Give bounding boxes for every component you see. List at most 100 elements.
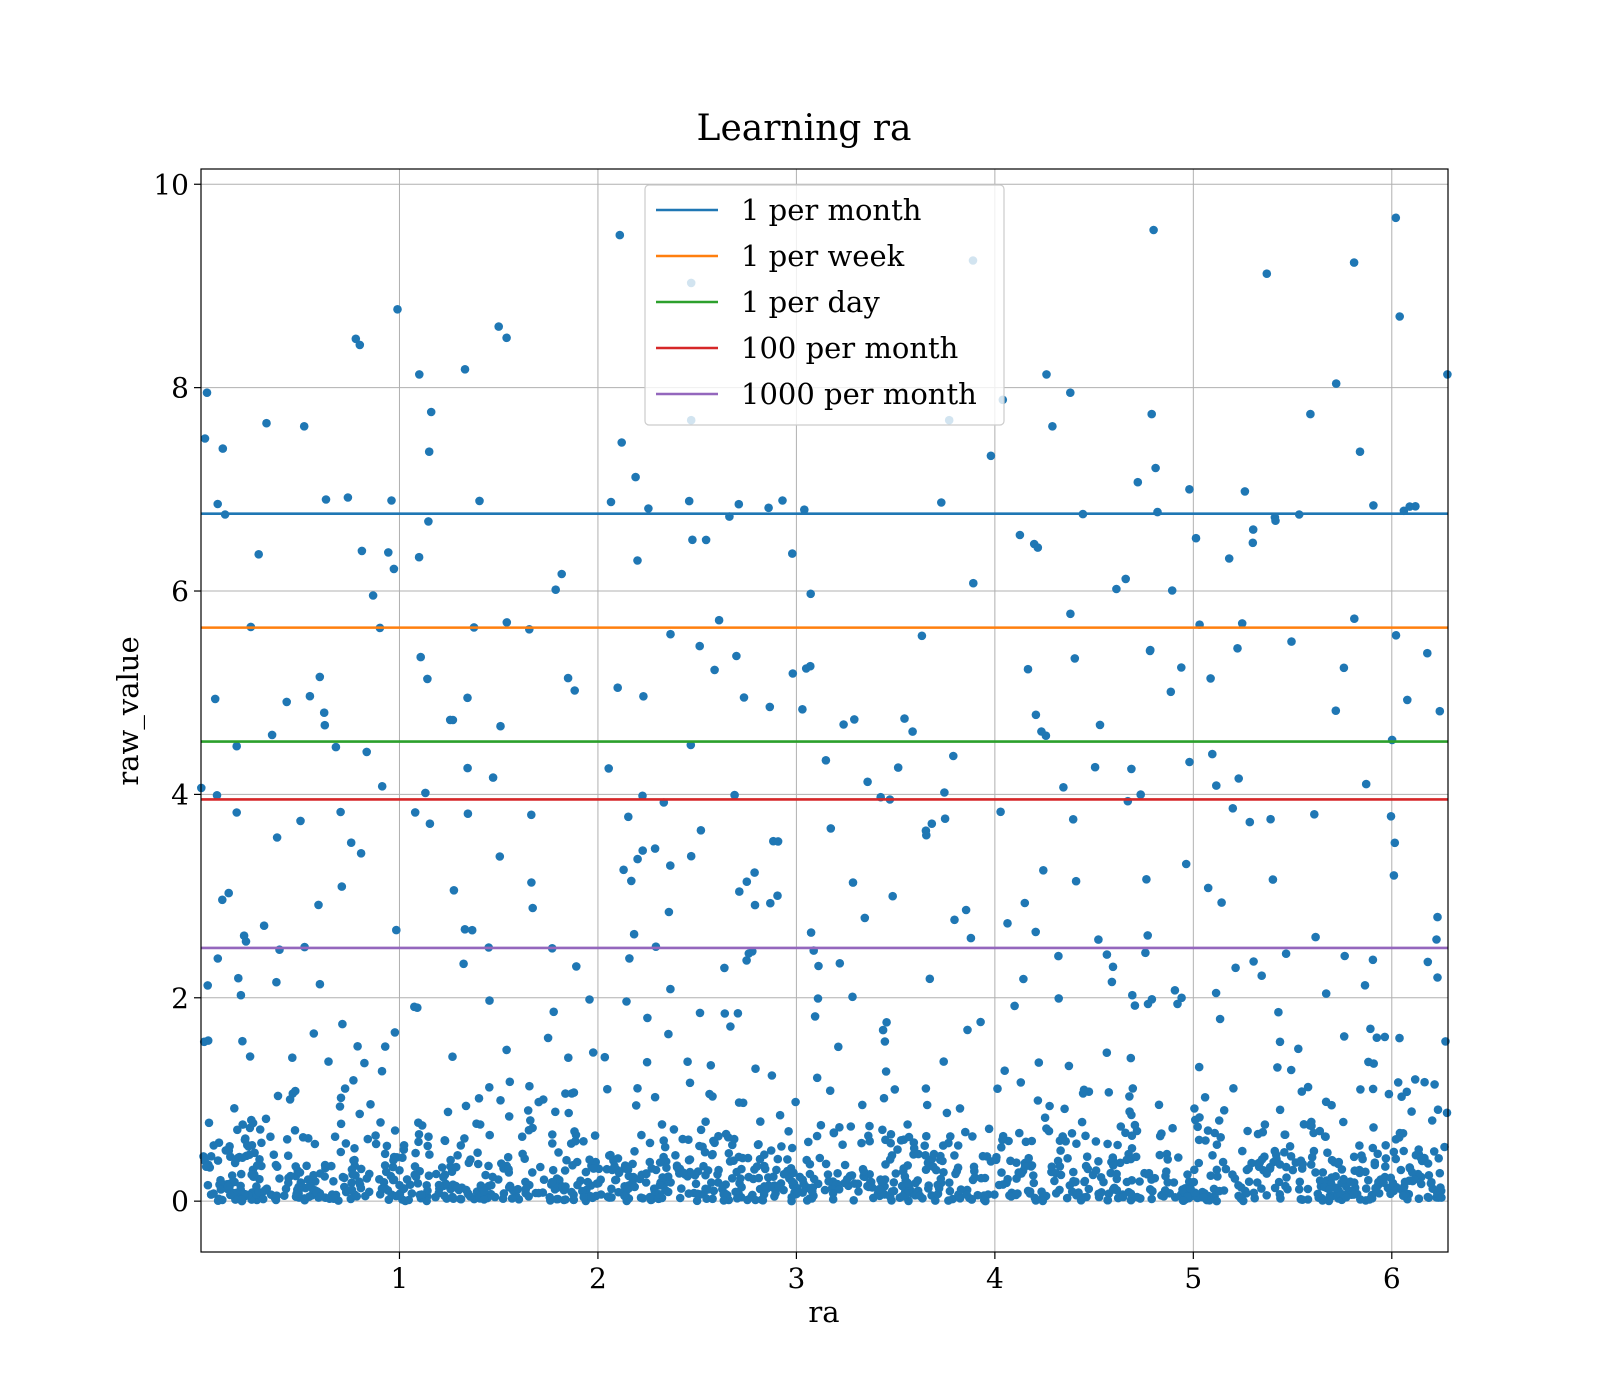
data-point: [1081, 1161, 1091, 1171]
data-point: [416, 652, 426, 662]
data-point: [395, 1166, 404, 1175]
data-point: [633, 1084, 642, 1093]
data-point: [991, 1155, 1001, 1165]
data-point: [551, 585, 560, 594]
data-point: [878, 1025, 888, 1035]
data-point: [247, 1141, 257, 1150]
data-point: [393, 305, 402, 314]
data-point: [1116, 1122, 1126, 1131]
data-point: [636, 1193, 646, 1202]
data-point: [291, 1162, 301, 1171]
data-point: [299, 422, 309, 431]
data-point: [1257, 1155, 1267, 1164]
legend-box: [644, 184, 1005, 426]
data-point: [973, 1190, 982, 1200]
data-point: [410, 1162, 420, 1171]
data-point: [970, 1173, 980, 1182]
data-point: [893, 763, 903, 772]
data-point: [1030, 1193, 1040, 1203]
data-point: [507, 1194, 517, 1203]
data-point: [449, 1194, 458, 1203]
data-point: [399, 1184, 409, 1193]
data-point: [245, 1052, 255, 1061]
data-point: [1249, 1188, 1259, 1198]
data-point: [340, 1084, 350, 1093]
data-point: [738, 1153, 747, 1163]
data-point: [1115, 1158, 1125, 1168]
data-point: [734, 499, 744, 509]
data-point: [1414, 1145, 1423, 1154]
data-point: [517, 1132, 527, 1141]
data-point: [887, 1187, 897, 1196]
data-point: [384, 548, 393, 557]
data-point: [1108, 1185, 1118, 1194]
data-point: [431, 1192, 440, 1202]
data-point: [1389, 1147, 1399, 1157]
data-point: [1122, 1177, 1132, 1187]
data-point: [488, 773, 498, 782]
data-point: [1360, 981, 1370, 990]
data-point: [662, 1163, 671, 1172]
data-point: [296, 1178, 306, 1187]
data-point: [812, 1073, 822, 1083]
data-point: [1393, 1078, 1403, 1087]
data-point: [1275, 1105, 1285, 1115]
y-tick-label: 10: [153, 168, 189, 201]
data-point: [793, 1188, 802, 1197]
data-point: [282, 697, 292, 707]
data-point: [1427, 1116, 1437, 1125]
data-point: [1212, 1196, 1221, 1206]
data-point: [387, 496, 396, 505]
data-point: [1298, 1195, 1307, 1204]
data-point: [1216, 1133, 1225, 1142]
data-point: [735, 887, 744, 896]
data-point: [838, 1140, 847, 1149]
data-point: [232, 741, 241, 751]
data-point: [1015, 1169, 1024, 1179]
data-point: [1275, 1037, 1285, 1047]
data-point: [504, 1165, 513, 1174]
data-point: [1149, 225, 1158, 235]
data-point: [1234, 1181, 1243, 1190]
data-point: [1414, 1194, 1424, 1203]
data-point: [1281, 949, 1291, 958]
data-point: [1297, 1087, 1307, 1096]
data-point: [431, 1169, 441, 1179]
data-point: [1174, 1153, 1183, 1162]
data-point: [1433, 912, 1442, 922]
data-point: [266, 1132, 275, 1141]
data-point: [707, 1178, 716, 1187]
data-point: [1135, 1177, 1144, 1186]
data-point: [695, 1008, 705, 1018]
data-point: [1433, 1105, 1443, 1114]
data-point: [485, 1130, 495, 1140]
data-point: [1126, 1189, 1136, 1198]
data-point: [1050, 1176, 1059, 1186]
data-point: [363, 1134, 373, 1144]
data-point: [245, 1150, 254, 1159]
data-point: [1025, 1187, 1035, 1196]
data-point: [611, 1175, 620, 1185]
data-point: [1055, 1162, 1065, 1171]
data-point: [633, 854, 642, 864]
data-point: [524, 1192, 533, 1201]
data-point: [900, 714, 909, 723]
data-point: [377, 782, 387, 791]
data-point: [351, 334, 361, 344]
data-point: [724, 1149, 734, 1158]
data-point: [945, 1186, 955, 1196]
data-point: [630, 1147, 639, 1156]
data-point: [1144, 1168, 1154, 1178]
data-point: [631, 1101, 641, 1110]
data-point: [801, 664, 811, 673]
data-point: [569, 1088, 579, 1097]
data-point: [702, 1194, 711, 1203]
data-point: [425, 1150, 434, 1159]
data-point: [1345, 1177, 1355, 1186]
data-point: [1339, 1117, 1348, 1127]
data-point: [839, 720, 848, 729]
data-point: [1047, 1162, 1057, 1171]
data-point: [1356, 1195, 1365, 1204]
data-point: [684, 1155, 694, 1165]
data-point: [1121, 574, 1130, 584]
